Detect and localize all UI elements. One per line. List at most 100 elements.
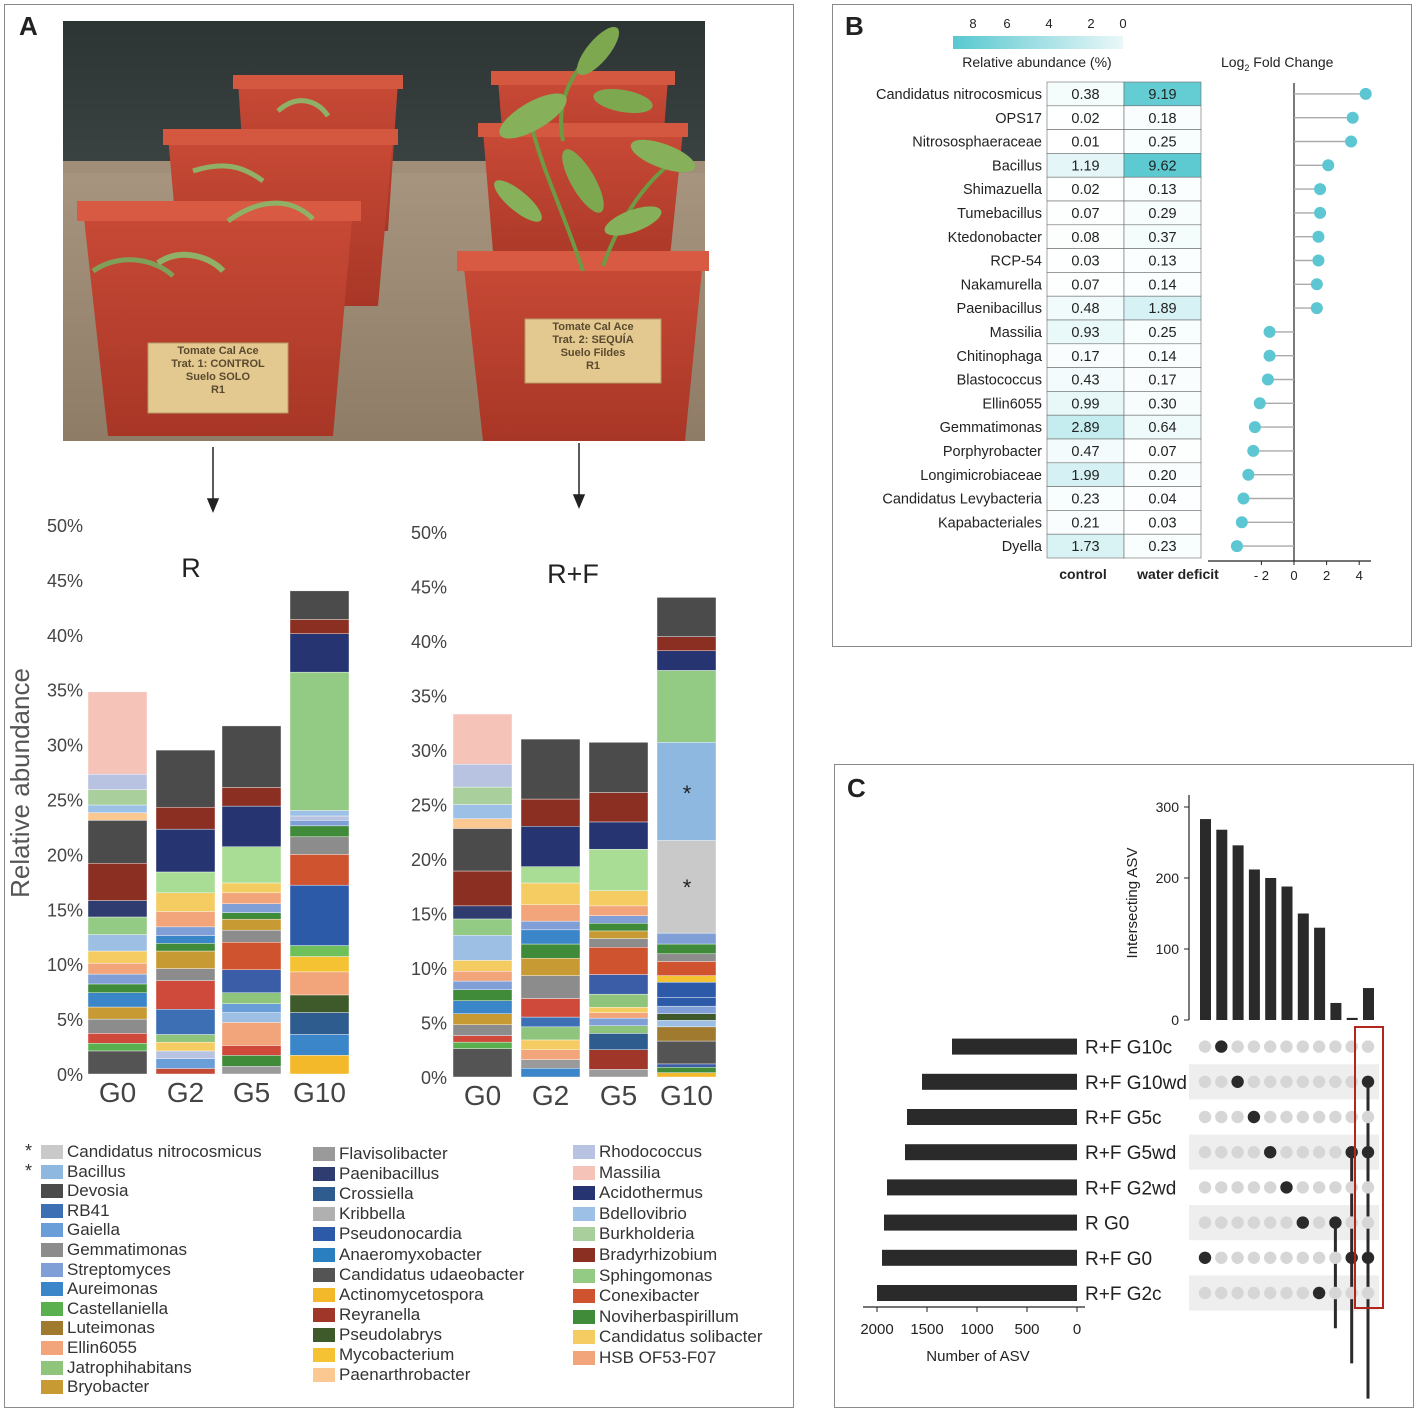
legend-label: Candidatus nitrocosmicus	[67, 1142, 262, 1161]
rf-bar-g5-segment	[588, 1025, 649, 1034]
rf-xtick-label: G0	[464, 1080, 501, 1111]
legend-label: Gaiella	[67, 1220, 120, 1240]
heatmap-cell-water-deficit	[1123, 533, 1202, 559]
r-bar-g2-segment	[155, 749, 216, 808]
rf-xtick-label: G10	[660, 1080, 713, 1111]
rf-bar-g5-segment	[588, 1033, 649, 1050]
rf-ytick-label: 5%	[421, 1014, 447, 1034]
legend-label: Rhodococcus	[599, 1142, 703, 1161]
matrix-dot-inactive	[1215, 1110, 1228, 1124]
rf-bar-g5-segment	[588, 821, 649, 850]
row-label: Kapabacteriales	[938, 515, 1042, 531]
matrix-dot-inactive	[1215, 1251, 1228, 1264]
r-xtick-label: G0	[99, 1077, 136, 1108]
legend-label: Noviherbaspirillum	[599, 1306, 739, 1326]
r-bar-g5-segment	[221, 912, 282, 920]
matrix-dot-inactive	[1329, 1040, 1342, 1053]
matrix-dot-inactive	[1329, 1181, 1342, 1194]
legend-item: Burkholderia	[573, 1224, 694, 1243]
legend-item: Mycobacterium	[313, 1345, 454, 1364]
legend-swatch	[313, 1368, 335, 1383]
row-label: Dyella	[1002, 539, 1043, 555]
heatmap-value-control: 0.21	[1071, 515, 1099, 531]
matrix-dot-inactive	[1312, 1110, 1326, 1124]
rf-bar-g10-segment	[656, 943, 717, 955]
r-ytick-label: 20%	[47, 845, 83, 865]
set-tick-label: 2000	[860, 1321, 893, 1338]
legend-swatch	[41, 1262, 63, 1277]
r-bar-g10-segment	[289, 945, 350, 957]
matrix-dot-inactive	[1345, 1040, 1358, 1053]
r-bar-g5-segment	[221, 942, 282, 970]
r-bar-g2-segment	[155, 1058, 216, 1069]
highlight-box	[1354, 1026, 1384, 1309]
set-label: R+F G5c	[1085, 1108, 1162, 1129]
set-axis-title: Number of ASV	[926, 1348, 1029, 1365]
legend-item: Candidatus nitrocosmicus	[41, 1142, 262, 1161]
matrix-dot-inactive	[1329, 1110, 1342, 1124]
matrix-dot-inactive	[1247, 1216, 1261, 1229]
rf-bar-g0-segment	[452, 905, 513, 920]
rf-bar-g2-segment	[520, 738, 581, 800]
legend-item: Acidothermus	[573, 1183, 703, 1202]
heatmap-value-control: 0.47	[1071, 444, 1099, 460]
legend-swatch	[573, 1268, 595, 1283]
lollipop-point	[1248, 421, 1261, 434]
matrix-dot-inactive	[1264, 1286, 1277, 1300]
heatmap-value-control: 0.48	[1071, 301, 1099, 317]
lollipop-point	[1263, 349, 1276, 362]
r-bar-g2-segment	[155, 968, 216, 981]
column-label-water-deficit: water deficit	[1136, 566, 1219, 582]
legend-swatch	[41, 1203, 63, 1218]
r-ytick-label: 5%	[57, 1010, 83, 1030]
r-bar-g2-segment	[155, 911, 216, 928]
legend-swatch	[573, 1351, 595, 1365]
r-chart-title: R	[181, 553, 201, 583]
heatmap-value-water-deficit: 0.25	[1148, 325, 1176, 341]
legend-label: Kribbella	[339, 1204, 406, 1224]
r-bar-g10-segment	[289, 825, 350, 838]
r-ytick-label: 40%	[47, 626, 83, 646]
r-ytick-label: 30%	[47, 736, 83, 756]
r-bar-g0-segment	[87, 1018, 148, 1034]
r-bar-g0-segment	[87, 983, 148, 993]
matrix-dot-inactive	[1231, 1216, 1244, 1229]
legend-item: Rhodococcus	[573, 1142, 703, 1161]
intersection-bar	[1248, 869, 1260, 1020]
heatmap-value-water-deficit: 9.19	[1148, 87, 1176, 103]
lollipop-point	[1312, 230, 1325, 243]
set-size-bar	[952, 1038, 1077, 1055]
row-label: Nitrososphaeraceae	[912, 135, 1042, 151]
row-label: Chitinophaga	[957, 349, 1043, 365]
upset-plot: 0 100 200 300 Intersecting ASV R+F G10c R+F G1…	[860, 795, 1384, 1399]
intersection-bar	[1314, 927, 1326, 1020]
label-left-line4: R1	[211, 384, 225, 396]
rf-bar-g10-segment	[656, 1066, 717, 1073]
row-label: Longimicrobiaceae	[920, 468, 1042, 484]
legend-item: Pseudolabrys	[313, 1325, 442, 1344]
r-bar-g10-segment	[289, 671, 350, 811]
row-label: OPS17	[995, 111, 1042, 127]
heatmap-value-water-deficit: 0.25	[1148, 135, 1176, 151]
legend-swatch	[313, 1147, 335, 1161]
legend-label: Luteimonas	[67, 1318, 155, 1338]
matrix-dot-inactive	[1296, 1146, 1309, 1159]
matrix-dot-inactive	[1280, 1146, 1293, 1159]
set-label: R+F G0	[1085, 1249, 1152, 1270]
r-bar-g2-segment	[155, 1050, 216, 1059]
lollipop-point	[1359, 87, 1372, 100]
matrix-dot-active	[1345, 1146, 1358, 1159]
r-bar-g0-segment	[87, 1006, 148, 1020]
rf-bar-g10-segment	[656, 650, 717, 671]
set-size-bar	[877, 1285, 1077, 1301]
rf-bar-g2-segment	[520, 943, 581, 959]
row-label: Blastococcus	[957, 373, 1042, 389]
r-bar-g5-segment	[221, 805, 282, 847]
rf-bar-g10-segment	[656, 636, 717, 652]
legend-label: Candidatus udaeobacter	[339, 1264, 525, 1284]
heatmap-value-water-deficit: 0.13	[1148, 182, 1176, 198]
rf-bar-g2-segment	[520, 1026, 581, 1041]
legend-label: Streptomyces	[67, 1259, 171, 1279]
matrix-dot-active	[1231, 1075, 1244, 1088]
legend-swatch	[41, 1184, 63, 1199]
